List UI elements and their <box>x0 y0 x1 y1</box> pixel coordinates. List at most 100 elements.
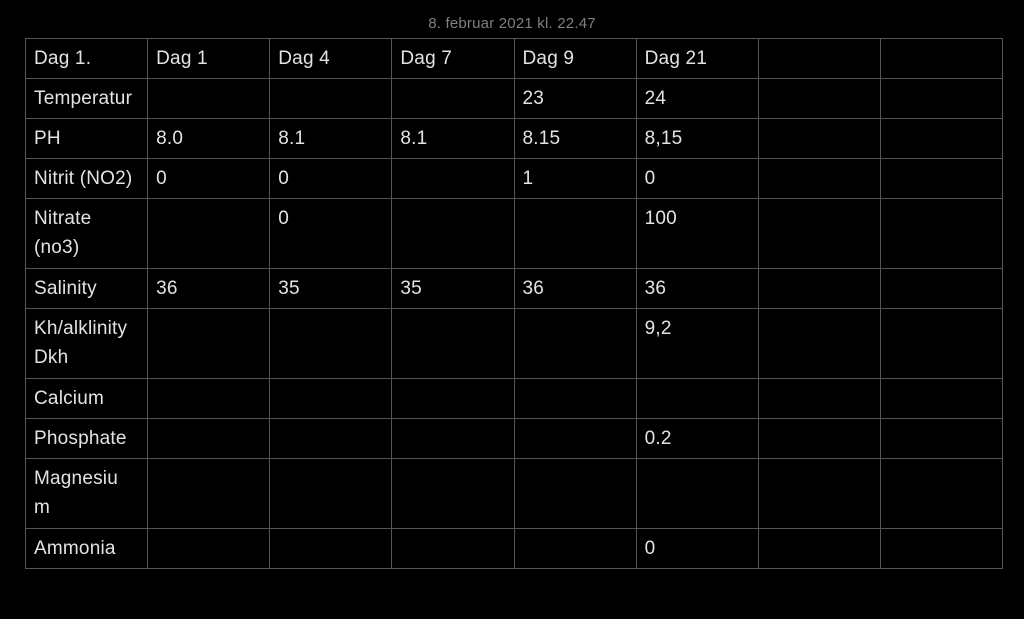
empty-cell <box>391 198 515 269</box>
empty-cell <box>879 118 1004 159</box>
table-row: Nitrit (NO2) 0 0 1 0 <box>24 158 1004 199</box>
empty-cell <box>879 308 1004 379</box>
row-label: Magnesiu m <box>24 458 149 529</box>
column-header: Dag 1 <box>147 38 271 79</box>
empty-cell <box>513 198 637 269</box>
column-header-empty <box>757 38 881 79</box>
empty-cell <box>269 78 393 119</box>
empty-cell <box>391 378 515 419</box>
empty-cell <box>269 458 393 529</box>
empty-cell <box>147 378 271 419</box>
row-label: Nitrate (no3) <box>24 198 149 269</box>
empty-cell <box>513 308 637 379</box>
row-label: Nitrit (NO2) <box>24 158 149 199</box>
row-label: Phosphate <box>24 418 149 459</box>
empty-cell <box>147 528 271 569</box>
empty-cell <box>147 418 271 459</box>
empty-cell <box>757 78 881 119</box>
value-cell: 35 <box>391 268 515 309</box>
empty-cell <box>879 528 1004 569</box>
value-cell: 36 <box>513 268 637 309</box>
empty-cell <box>757 418 881 459</box>
value-cell: 8.15 <box>513 118 637 159</box>
value-cell: 23 <box>513 78 637 119</box>
column-header: Dag 7 <box>391 38 515 79</box>
column-header: Dag 4 <box>269 38 393 79</box>
empty-cell <box>147 458 271 529</box>
empty-cell <box>757 198 881 269</box>
value-cell: 1 <box>513 158 637 199</box>
empty-cell <box>147 308 271 379</box>
empty-cell <box>147 198 271 269</box>
table-row: Salinity 36 35 35 36 36 <box>24 268 1004 309</box>
empty-cell <box>879 418 1004 459</box>
value-cell: 0 <box>147 158 271 199</box>
value-cell: 8.1 <box>391 118 515 159</box>
empty-cell <box>879 158 1004 199</box>
table-row: Phosphate 0.2 <box>24 418 1004 459</box>
empty-cell <box>635 378 759 419</box>
empty-cell <box>757 158 881 199</box>
value-cell: 0 <box>635 158 759 199</box>
empty-cell <box>391 158 515 199</box>
column-header: Dag 1. <box>24 38 149 79</box>
table-body: Temperatur 23 24 PH 8.0 8.1 8.1 8.15 8,15 Nitrit … <box>24 78 1004 569</box>
table-row: Magnesiu m <box>24 458 1004 529</box>
empty-cell <box>757 378 881 419</box>
empty-cell <box>513 458 637 529</box>
value-cell: 24 <box>635 78 759 119</box>
value-cell: 9,2 <box>635 308 759 379</box>
value-cell: 0 <box>269 158 393 199</box>
empty-cell <box>879 458 1004 529</box>
empty-cell <box>513 418 637 459</box>
empty-cell <box>269 528 393 569</box>
empty-cell <box>757 268 881 309</box>
empty-cell <box>513 378 637 419</box>
row-label: Calcium <box>24 378 149 419</box>
table-row: Ammonia 0 <box>24 528 1004 569</box>
empty-cell <box>269 418 393 459</box>
empty-cell <box>635 458 759 529</box>
empty-cell <box>391 78 515 119</box>
empty-cell <box>391 458 515 529</box>
empty-cell <box>757 118 881 159</box>
empty-cell <box>757 458 881 529</box>
empty-cell <box>391 528 515 569</box>
empty-cell <box>391 418 515 459</box>
value-cell: 35 <box>269 268 393 309</box>
empty-cell <box>879 198 1004 269</box>
empty-cell <box>757 308 881 379</box>
empty-cell <box>879 378 1004 419</box>
empty-cell <box>391 308 515 379</box>
value-cell: 0.2 <box>635 418 759 459</box>
column-header: Dag 21 <box>635 38 759 79</box>
empty-cell <box>879 78 1004 119</box>
measurements-table: Dag 1. Dag 1 Dag 4 Dag 7 Dag 9 Dag 21 Tempera… <box>24 38 1004 569</box>
value-cell: 0 <box>635 528 759 569</box>
empty-cell <box>879 268 1004 309</box>
table-row: Temperatur 23 24 <box>24 78 1004 119</box>
row-label: Salinity <box>24 268 149 309</box>
row-label: Temperatur <box>24 78 149 119</box>
value-cell: 0 <box>269 198 393 269</box>
column-header-empty <box>879 38 1004 79</box>
value-cell: 8.1 <box>269 118 393 159</box>
table-row: Kh/alklinity Dkh 9,2 <box>24 308 1004 379</box>
table-row: Calcium <box>24 378 1004 419</box>
empty-cell <box>757 528 881 569</box>
value-cell: 36 <box>147 268 271 309</box>
empty-cell <box>147 78 271 119</box>
table-row: PH 8.0 8.1 8.1 8.15 8,15 <box>24 118 1004 159</box>
empty-cell <box>513 528 637 569</box>
value-cell: 36 <box>635 268 759 309</box>
header-row: Dag 1. Dag 1 Dag 4 Dag 7 Dag 9 Dag 21 <box>24 38 1004 79</box>
row-label: Ammonia <box>24 528 149 569</box>
row-label: PH <box>24 118 149 159</box>
value-cell: 8.0 <box>147 118 271 159</box>
column-header: Dag 9 <box>513 38 637 79</box>
document-date-title: 8. februar 2021 kl. 22.47 <box>428 15 596 32</box>
value-cell: 8,15 <box>635 118 759 159</box>
empty-cell <box>269 308 393 379</box>
table-row: Nitrate (no3) 0 100 <box>24 198 1004 269</box>
value-cell: 100 <box>635 198 759 269</box>
